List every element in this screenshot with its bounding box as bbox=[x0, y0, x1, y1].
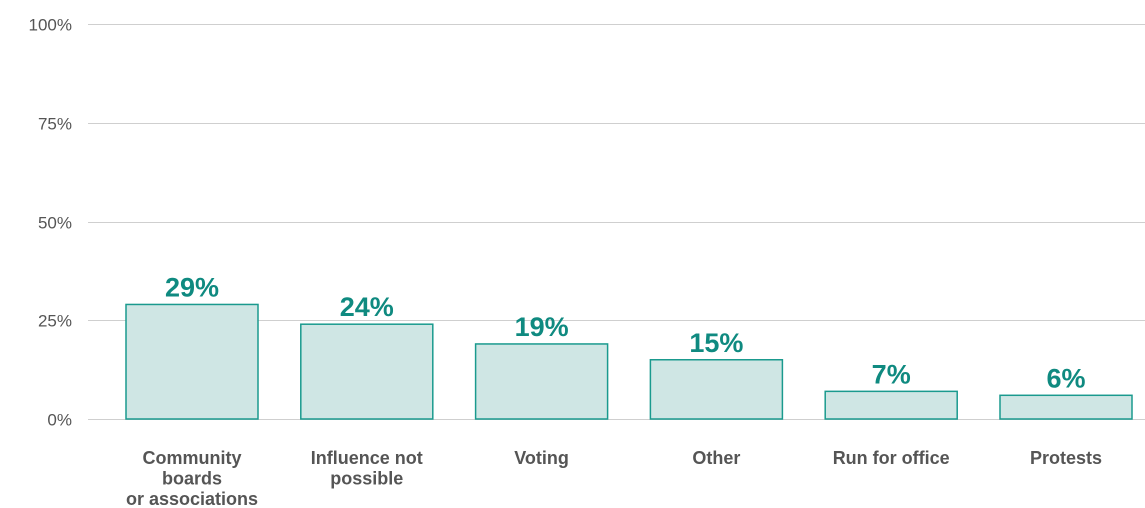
bar bbox=[999, 394, 1133, 420]
bar-value-label: 19% bbox=[515, 312, 569, 342]
category-label: Run for office bbox=[833, 448, 950, 468]
y-tick-label: 75% bbox=[38, 115, 72, 134]
bar bbox=[474, 343, 609, 420]
bar-value-label: 6% bbox=[1046, 363, 1085, 393]
y-axis-tick-labels: 0% 25% 50% 75% 100% bbox=[29, 16, 72, 430]
bar bbox=[125, 303, 259, 420]
category-label: Protests bbox=[1030, 448, 1102, 468]
category-labels: Community boards or associations Influence … bbox=[126, 448, 1102, 508]
bar-value-label: 15% bbox=[689, 328, 743, 358]
bars bbox=[125, 303, 1133, 420]
y-tick-label: 50% bbox=[38, 214, 72, 233]
bar-value-label: 29% bbox=[165, 272, 219, 302]
value-labels: 29% 24% 19% 15% 7% 6% bbox=[165, 272, 1086, 393]
y-tick-label: 0% bbox=[47, 411, 72, 430]
category-label: Community boards or associations bbox=[126, 448, 258, 508]
category-label: Other bbox=[692, 448, 740, 468]
bar bbox=[300, 323, 434, 420]
category-label: Voting bbox=[514, 448, 569, 468]
category-label: Influence not possible bbox=[311, 448, 423, 489]
bar bbox=[824, 390, 958, 420]
bar bbox=[649, 359, 784, 420]
y-tick-label: 25% bbox=[38, 312, 72, 331]
bar-value-label: 7% bbox=[872, 359, 911, 389]
bar-value-label: 24% bbox=[340, 292, 394, 322]
gridlines bbox=[88, 24, 1145, 420]
y-tick-label: 100% bbox=[29, 16, 72, 35]
